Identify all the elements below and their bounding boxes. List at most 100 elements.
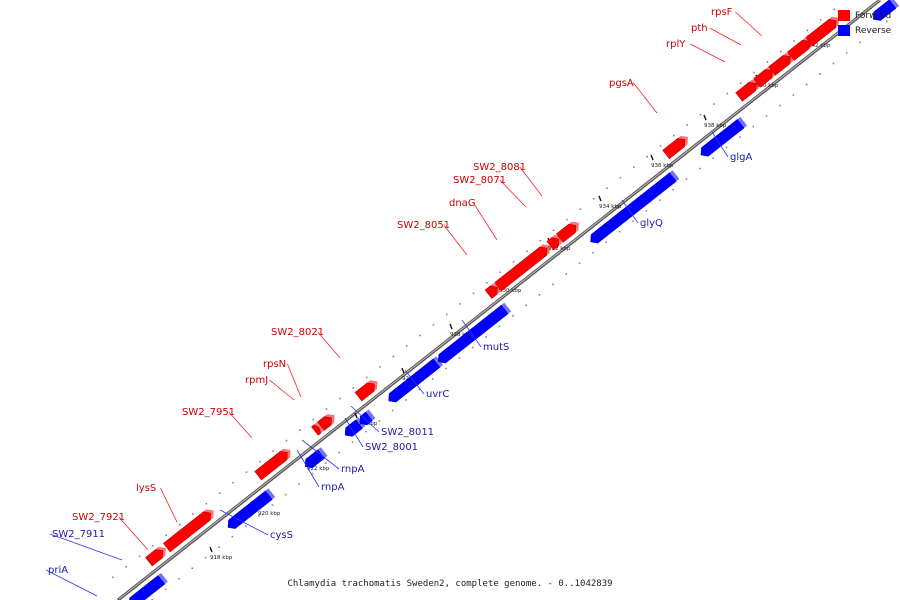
label-leader — [709, 27, 742, 46]
guide-dot — [272, 450, 274, 452]
gene-body — [735, 81, 757, 102]
kbp-tick-label: 934 kbp — [599, 204, 622, 210]
guide-dot — [258, 460, 261, 463]
gene-SW2_8021 — [354, 380, 378, 402]
guide-dot — [845, 52, 848, 54]
guide-dot — [579, 208, 582, 211]
kbp-tick — [449, 323, 453, 330]
gene-label: mutS — [483, 342, 509, 353]
guide-dot — [405, 399, 407, 401]
gene-dnaG — [494, 244, 551, 292]
guide-dot — [432, 324, 435, 326]
gene-body — [313, 449, 325, 462]
backbone-highlight — [118, 0, 881, 600]
gene-highlight — [144, 581, 168, 600]
guide-dot — [805, 83, 808, 86]
guide-dot — [592, 197, 595, 200]
gene-pth — [753, 66, 776, 88]
kbp-tick — [650, 154, 654, 161]
guide-dot — [512, 261, 515, 263]
gene-highlight — [501, 252, 550, 292]
label-leader — [735, 11, 763, 37]
guide-dot — [392, 355, 395, 358]
gene-highlight — [152, 555, 166, 567]
guide-dot — [125, 565, 128, 568]
gene-label: SW2_8071 — [453, 175, 506, 186]
guide-dot — [178, 577, 180, 580]
gene-highlight — [491, 291, 501, 299]
guide-dot — [725, 146, 728, 149]
label-leader — [296, 449, 320, 488]
gene-label: SW2_8051 — [397, 220, 450, 231]
guide-dot — [592, 251, 594, 254]
gene-body — [317, 416, 332, 431]
gene-label: rpsN — [263, 359, 286, 370]
gene-body — [768, 55, 791, 76]
strand-legend: Forward Reverse — [838, 8, 900, 38]
gene-pgsA — [662, 135, 688, 160]
gene-highlight — [312, 459, 323, 468]
kbp-tick-label: 940 kbp — [756, 83, 779, 89]
gene-highlight — [361, 388, 378, 402]
gene-body — [872, 0, 897, 21]
gene-highlight — [794, 46, 813, 61]
guide-dot — [859, 41, 861, 44]
guide-dot — [218, 546, 220, 549]
guide-dot — [659, 145, 662, 147]
guide-dots — [112, 8, 888, 600]
guide-dot — [205, 502, 208, 505]
guide-dot — [578, 262, 581, 265]
label-leader — [461, 319, 482, 348]
gene-highlight — [563, 230, 579, 243]
gene-priA — [129, 572, 168, 600]
reverse-swatch — [838, 25, 850, 36]
guide-dot — [352, 387, 355, 389]
gene-highlight — [352, 425, 366, 437]
guide-dot — [164, 588, 167, 591]
guide-dot — [298, 483, 300, 485]
guide-dot — [565, 272, 568, 275]
kbp-tick-label: 932 kbp — [548, 246, 571, 252]
label-leader — [344, 417, 364, 448]
gene-highlight — [235, 497, 276, 529]
guide-dot — [632, 220, 634, 222]
label-leader — [317, 331, 341, 359]
guide-dot — [325, 462, 327, 464]
guide-dot — [192, 513, 194, 516]
guide-dot — [552, 283, 554, 286]
gene-lysS — [162, 509, 214, 553]
gene-label: pgsA — [609, 78, 634, 89]
gene-body — [145, 549, 164, 567]
gene-unlabeled — [872, 0, 900, 21]
kbp-tick — [401, 367, 405, 374]
label-leader — [160, 487, 178, 523]
gene-label: SW2_8021 — [271, 327, 324, 338]
forward-swatch — [838, 10, 850, 21]
gene-highlight — [261, 457, 290, 481]
guide-dot — [739, 136, 741, 138]
label-leader — [711, 131, 729, 158]
gene-body — [354, 382, 375, 402]
kbp-tick-label: 936 kbp — [651, 163, 674, 169]
guide-dot — [391, 409, 394, 412]
label-leader — [690, 43, 726, 63]
guide-dot — [165, 534, 168, 537]
guide-dot — [618, 230, 621, 233]
gene-body — [311, 424, 322, 436]
gene-label: rplY — [666, 39, 686, 50]
label-leader — [499, 179, 527, 208]
guide-dot — [271, 504, 274, 506]
kbp-tick — [703, 114, 707, 121]
guide-dot — [512, 315, 514, 317]
gene-body — [805, 19, 837, 47]
guide-dot — [191, 567, 194, 570]
guide-dot — [312, 418, 315, 421]
kbp-tick-label: 942 kbp — [808, 43, 831, 49]
gene-SW2_8081 — [555, 221, 579, 243]
guide-dot — [739, 82, 742, 84]
guide-dot — [619, 176, 622, 179]
gene-body — [359, 411, 373, 426]
guide-dot — [284, 493, 287, 496]
guide-dot — [552, 229, 555, 232]
label-leader — [519, 166, 543, 197]
